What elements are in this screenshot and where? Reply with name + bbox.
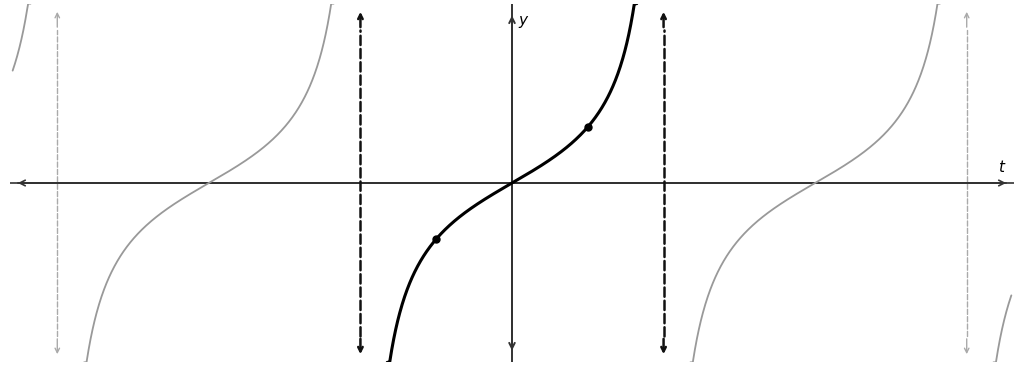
Text: y: y [519, 13, 527, 27]
Text: t: t [998, 160, 1005, 175]
